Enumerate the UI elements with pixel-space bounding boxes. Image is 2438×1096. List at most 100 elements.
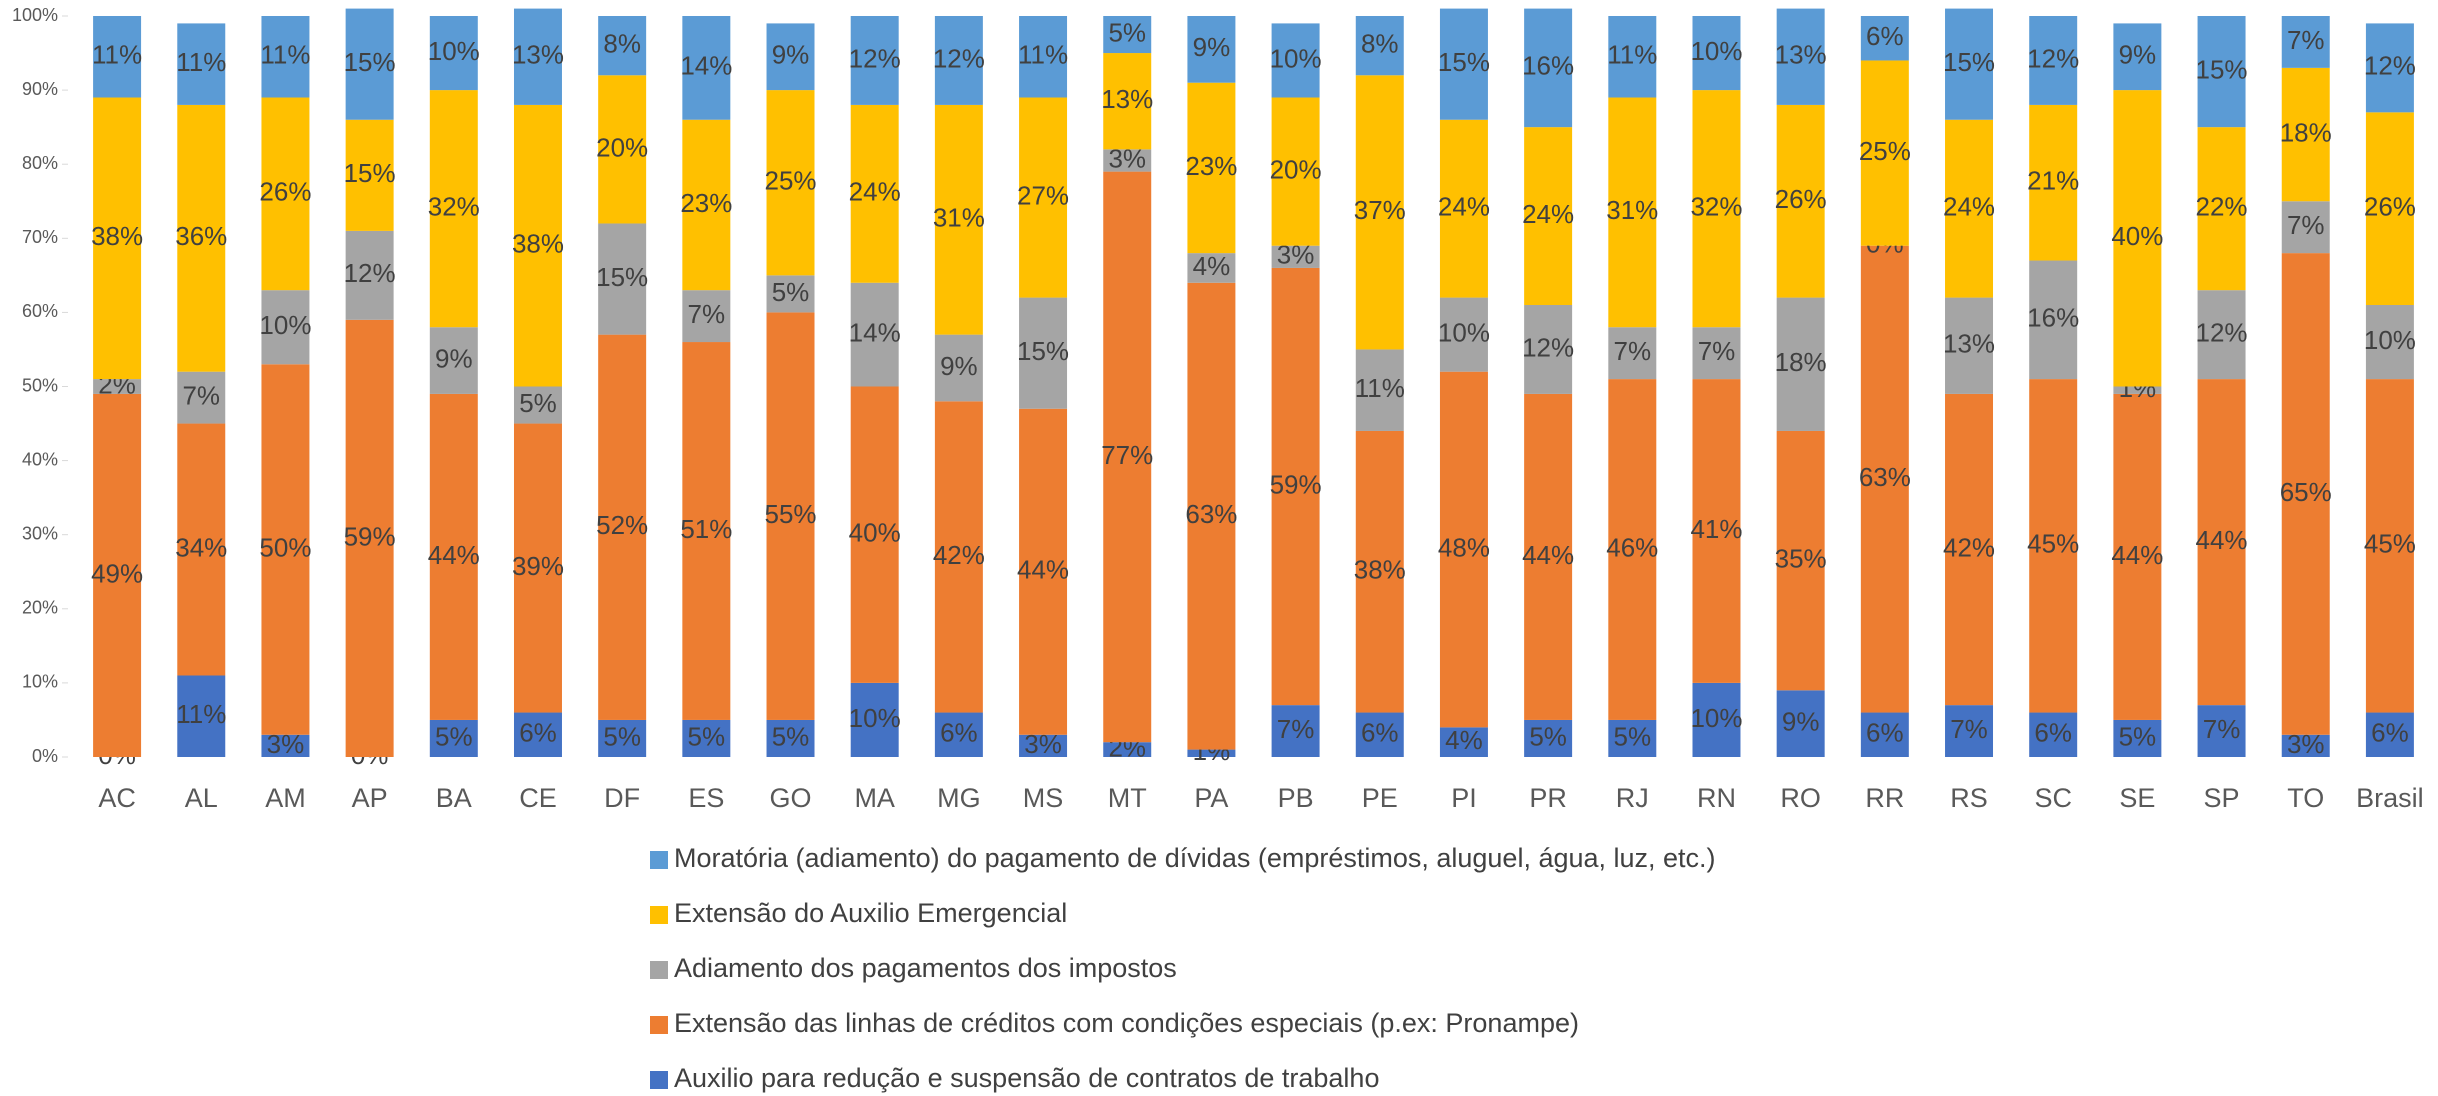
bar-segment xyxy=(1103,149,1152,172)
legend-swatch xyxy=(650,1071,668,1089)
bar-segment xyxy=(2197,16,2246,128)
value-label: 40% xyxy=(849,518,901,548)
value-label: 42% xyxy=(933,540,985,570)
x-tick-label: PE xyxy=(1362,783,1398,813)
bar-segment xyxy=(177,23,226,105)
bar-segment xyxy=(850,282,899,387)
bar-segment xyxy=(2113,386,2162,394)
bar-segment xyxy=(1271,245,1320,268)
bar-segment xyxy=(1524,719,1573,757)
bar-segment xyxy=(1103,16,1152,54)
value-label: 13% xyxy=(1775,40,1827,70)
value-label: 7% xyxy=(1277,714,1315,744)
value-label: 5% xyxy=(772,277,810,307)
value-label: 11% xyxy=(176,47,226,77)
x-tick-label: MA xyxy=(854,783,895,813)
x-tick-label: MG xyxy=(937,783,981,813)
value-label: 27% xyxy=(1017,180,1069,210)
bar-segment xyxy=(1187,282,1236,750)
x-tick-label: RR xyxy=(1865,783,1904,813)
bar-segment xyxy=(1776,690,1825,757)
value-label: 24% xyxy=(1438,192,1490,222)
legend-label: Moratória (adiamento) do pagamento de dí… xyxy=(674,843,1716,873)
legend-swatch xyxy=(650,1016,668,1034)
bar-segment xyxy=(1019,734,1068,757)
value-label: 5% xyxy=(519,388,557,418)
value-label: 25% xyxy=(764,166,816,196)
value-label: 18% xyxy=(1775,347,1827,377)
bar-segment xyxy=(1608,719,1657,757)
bar-segment xyxy=(1860,60,1909,246)
value-label: 15% xyxy=(2196,54,2248,84)
value-label: 32% xyxy=(428,192,480,222)
x-tick-label: SP xyxy=(2204,783,2240,813)
bar-segment xyxy=(1271,23,1320,98)
value-label: 7% xyxy=(1698,336,1736,366)
x-tick-label: PI xyxy=(1451,783,1477,813)
bar-segment xyxy=(2029,712,2078,757)
bar-segment xyxy=(2281,16,2330,68)
bar-segment xyxy=(1945,297,1994,394)
bar-segment xyxy=(1860,245,1909,713)
value-label: 11% xyxy=(260,40,310,70)
value-label: 24% xyxy=(1943,192,1995,222)
value-label: 5% xyxy=(1529,721,1567,751)
value-label: 63% xyxy=(1185,499,1237,529)
bar-segment xyxy=(1860,712,1909,757)
value-label: 9% xyxy=(772,40,810,70)
value-label: 24% xyxy=(849,177,901,207)
bar-segment xyxy=(345,319,394,757)
y-tick-label: 70% xyxy=(22,227,58,247)
bar-segment xyxy=(2029,379,2078,713)
value-label: 55% xyxy=(764,499,816,529)
x-tick-label: BA xyxy=(436,783,472,813)
bar-segment xyxy=(1524,8,1573,128)
value-label: 41% xyxy=(1690,514,1742,544)
value-label: 38% xyxy=(1354,555,1406,585)
bar-segment xyxy=(934,16,983,105)
value-label: 11% xyxy=(92,40,142,70)
bar-segment xyxy=(1103,171,1152,743)
value-label: 7% xyxy=(2203,714,2241,744)
bar-segment xyxy=(1439,727,1488,757)
x-tick-label: DF xyxy=(604,783,640,813)
bar-segment xyxy=(429,719,478,757)
value-label: 51% xyxy=(680,514,732,544)
bar-segment xyxy=(934,401,983,713)
value-label: 7% xyxy=(2287,25,2325,55)
value-label: 31% xyxy=(1606,195,1658,225)
value-label: 10% xyxy=(1690,36,1742,66)
x-tick-label: SC xyxy=(2034,783,2072,813)
bar-segment xyxy=(1271,97,1320,246)
value-label: 9% xyxy=(2119,40,2157,70)
bar-segment xyxy=(1692,682,1741,757)
value-label: 5% xyxy=(1108,17,1146,47)
bar-segment xyxy=(1692,327,1741,380)
value-label: 9% xyxy=(1782,707,1820,737)
value-label: 11% xyxy=(1018,40,1068,70)
bar-segment xyxy=(2197,705,2246,757)
x-tick-label: Brasil xyxy=(2356,783,2424,813)
y-tick-label: 0% xyxy=(32,746,58,766)
value-label: 44% xyxy=(428,540,480,570)
value-label: 26% xyxy=(259,177,311,207)
value-label: 11% xyxy=(1607,40,1657,70)
bar-segment xyxy=(513,386,562,424)
bar-segment xyxy=(177,675,226,757)
bar-segment xyxy=(2197,379,2246,706)
bar-segment xyxy=(1019,97,1068,298)
bar-segment xyxy=(513,423,562,713)
value-label: 15% xyxy=(1017,336,1069,366)
value-label: 13% xyxy=(1101,84,1153,114)
value-label: 38% xyxy=(512,229,564,259)
value-label: 7% xyxy=(1950,714,1988,744)
value-label: 15% xyxy=(596,262,648,292)
value-label: 10% xyxy=(1690,703,1742,733)
bar-segment xyxy=(850,16,899,105)
value-label: 34% xyxy=(175,532,227,562)
bar-segment xyxy=(1187,16,1236,83)
value-label: 12% xyxy=(933,43,985,73)
bar-segment xyxy=(1103,53,1152,150)
value-label: 4% xyxy=(1445,725,1483,755)
